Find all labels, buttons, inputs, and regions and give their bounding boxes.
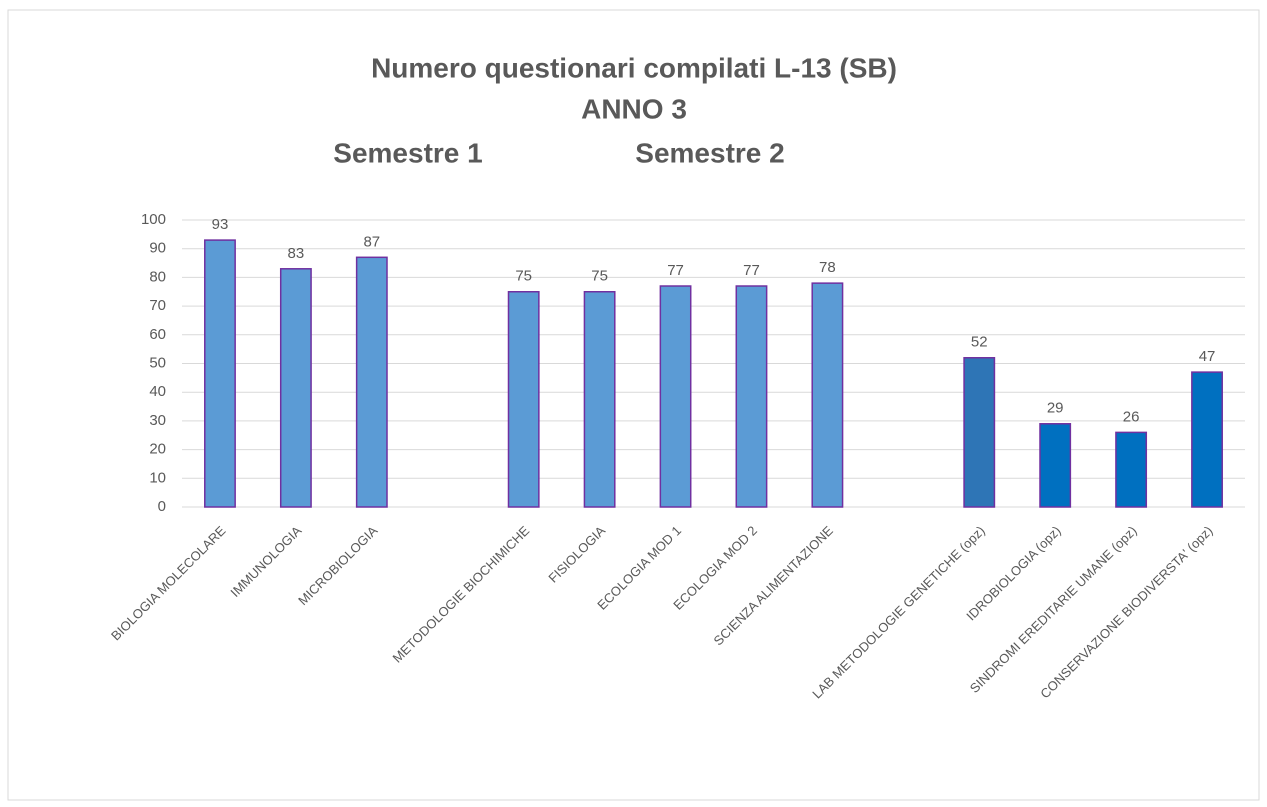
annotation: Semestre 1	[333, 137, 482, 168]
y-tick-label: 60	[149, 326, 166, 343]
data-label: 77	[743, 262, 760, 279]
bar	[583, 291, 616, 508]
bar	[279, 268, 312, 508]
y-tick-label: 80	[149, 268, 166, 285]
y-tick-label: 10	[149, 469, 166, 486]
y-tick-label: 0	[158, 498, 166, 515]
y-tick-label: 70	[149, 297, 166, 314]
data-label: 78	[819, 259, 836, 276]
data-label: 29	[1047, 400, 1064, 417]
data-label: 83	[288, 245, 305, 262]
chart-frame	[7, 9, 1260, 801]
chart-title: Numero questionari compilati L-13 (SB)	[371, 52, 897, 83]
y-tick-label: 30	[149, 412, 166, 429]
bar	[735, 285, 768, 508]
y-tick-label: 50	[149, 354, 166, 371]
bar	[355, 256, 388, 508]
y-tick-label: 40	[149, 383, 166, 400]
data-label: 93	[212, 216, 229, 233]
data-label: 47	[1199, 348, 1216, 365]
y-tick-label: 100	[141, 211, 166, 228]
bar	[204, 239, 236, 508]
data-label: 77	[667, 262, 684, 279]
y-tick-label: 20	[149, 441, 166, 458]
data-label: 75	[515, 268, 532, 285]
y-tick-label: 90	[149, 240, 166, 257]
bar	[1039, 423, 1072, 508]
chart-subtitle: ANNO 3	[581, 93, 687, 124]
bar	[811, 282, 844, 508]
bar	[659, 285, 692, 508]
bar	[963, 357, 996, 508]
bar	[1191, 371, 1223, 508]
annotation: Semestre 2	[635, 137, 784, 168]
bar	[507, 291, 540, 508]
data-label: 26	[1123, 408, 1140, 425]
bar	[1115, 431, 1148, 508]
data-label: 87	[363, 233, 380, 250]
data-label: 75	[591, 268, 608, 285]
data-label: 52	[971, 334, 988, 351]
